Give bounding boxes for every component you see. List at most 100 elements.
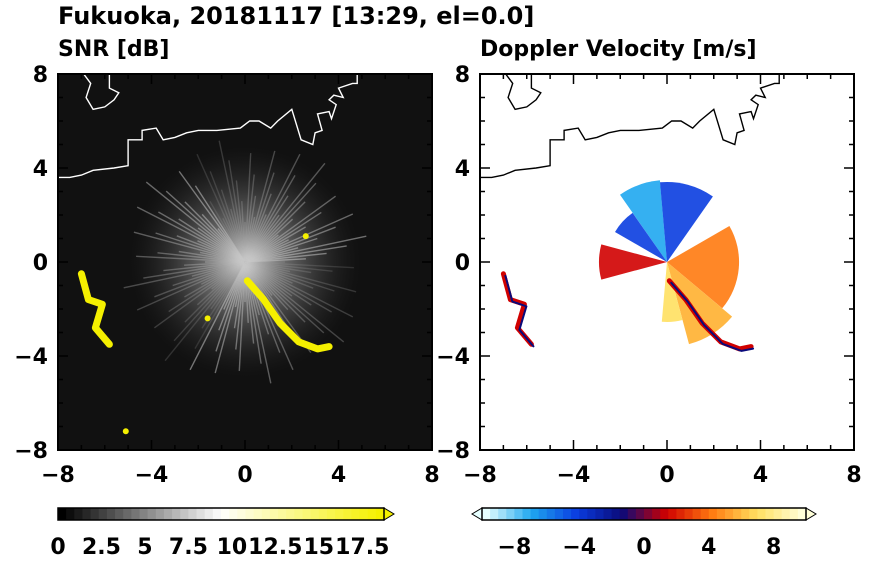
doppler-colorbar-segment bbox=[765, 508, 775, 520]
doppler-x-tick-label: −4 bbox=[557, 463, 591, 488]
snr-colorbar-tick-label: 17.5 bbox=[335, 535, 389, 560]
snr-streak bbox=[244, 153, 301, 263]
snr-streak bbox=[244, 261, 249, 323]
snr-streak bbox=[196, 153, 246, 263]
snr-streak bbox=[244, 201, 306, 263]
doppler-sector-receding-south bbox=[661, 262, 683, 323]
snr-streak bbox=[244, 261, 312, 306]
snr-streak bbox=[211, 261, 246, 290]
snr-colorbar-segment bbox=[359, 508, 369, 520]
snr-streak bbox=[244, 261, 294, 371]
snr-streak bbox=[244, 261, 255, 344]
snr-colorbar-segment bbox=[115, 508, 124, 520]
doppler-plot-area bbox=[480, 74, 780, 352]
snr-y-tick-label: 4 bbox=[33, 157, 48, 182]
doppler-colorbar-segment bbox=[522, 508, 532, 520]
doppler-colorbar-segment bbox=[587, 508, 596, 520]
snr-colorbar-segment bbox=[237, 508, 246, 520]
snr-streak bbox=[244, 261, 354, 318]
doppler-colorbar-segment bbox=[716, 508, 726, 520]
snr-colorbar-tick-label: 12.5 bbox=[248, 535, 302, 560]
snr-streak bbox=[194, 261, 246, 349]
snr-streak bbox=[178, 170, 246, 263]
doppler-colorbar-segment bbox=[781, 508, 791, 520]
snr-colorbar-segment bbox=[343, 508, 352, 520]
doppler-colorbar-segment bbox=[563, 508, 572, 520]
snr-streak bbox=[234, 261, 246, 308]
snr-streak bbox=[244, 261, 293, 297]
snr-streak bbox=[244, 214, 267, 263]
doppler-colorbar-tick-label: −4 bbox=[562, 535, 596, 560]
snr-streak bbox=[244, 261, 354, 269]
snr-streak bbox=[218, 140, 246, 263]
doppler-colorbar-segment bbox=[725, 508, 734, 520]
snr-streak bbox=[209, 171, 246, 263]
doppler-colorbar-segment bbox=[514, 508, 523, 520]
snr-colorbar-tick-label: 7.5 bbox=[169, 535, 208, 560]
snr-streak bbox=[244, 226, 306, 263]
snr-y-tick-label: 8 bbox=[33, 63, 48, 88]
doppler-colorbar-segment bbox=[789, 508, 799, 520]
doppler-panel: −8 −4 0 4 8 −8 −4 0 4 8 bbox=[436, 63, 861, 488]
snr-colorbar: 0 2.5 5 7.5 10 12.5 15 17.5 bbox=[50, 507, 395, 560]
snr-streak bbox=[244, 162, 326, 263]
doppler-colorbar-segment bbox=[482, 508, 491, 520]
snr-streak bbox=[233, 261, 246, 329]
doppler-y-tick-label: −4 bbox=[436, 345, 470, 370]
doppler-colorbar-segment bbox=[554, 508, 564, 520]
snr-colorbar-segment bbox=[375, 508, 385, 520]
doppler-tick-marks bbox=[479, 73, 855, 451]
doppler-colorbar-segment bbox=[627, 508, 637, 520]
snr-streak bbox=[244, 261, 281, 353]
snr-colorbar-segment bbox=[163, 508, 173, 520]
snr-colorbar-frame bbox=[57, 507, 385, 521]
doppler-colorbar-extend-max bbox=[805, 507, 817, 521]
snr-colorbar-tick-label: 2.5 bbox=[82, 535, 121, 560]
snr-streak bbox=[168, 261, 246, 313]
snr-streak bbox=[244, 195, 337, 263]
snr-streak bbox=[244, 261, 312, 274]
snr-streak bbox=[244, 211, 322, 263]
snr-streak bbox=[200, 261, 246, 285]
right-panel-title: Doppler Velocity [m/s] bbox=[480, 37, 757, 62]
snr-streak bbox=[244, 261, 291, 273]
snr-streak bbox=[244, 234, 279, 263]
snr-colorbar-segment bbox=[335, 508, 344, 520]
snr-colorbar-segment bbox=[278, 508, 287, 520]
doppler-colorbar-segment bbox=[797, 508, 807, 520]
doppler-sector-receding-west bbox=[598, 244, 667, 280]
snr-x-tick-label: −8 bbox=[41, 463, 75, 488]
doppler-colorbar-segment bbox=[603, 508, 613, 520]
doppler-colorbar-segment bbox=[660, 508, 669, 520]
snr-streak bbox=[244, 261, 289, 311]
snr-colorbar-segment bbox=[74, 508, 83, 520]
snr-streak bbox=[191, 261, 246, 277]
snr-colorbar-segment bbox=[139, 508, 149, 520]
doppler-colorbar-segment bbox=[595, 508, 604, 520]
snr-streak bbox=[158, 211, 246, 263]
snr-streak bbox=[153, 261, 246, 329]
snr-streak bbox=[136, 255, 246, 263]
snr-streak bbox=[244, 261, 332, 313]
snr-streak bbox=[244, 261, 345, 343]
snr-colorbar-segment bbox=[302, 508, 312, 520]
snr-colorbar-segment bbox=[58, 508, 67, 520]
doppler-colorbar-segment bbox=[490, 508, 499, 520]
doppler-colorbar-tick-label: 0 bbox=[636, 535, 651, 560]
snr-colorbar-segment bbox=[123, 508, 132, 520]
snr-streak bbox=[215, 261, 246, 352]
snr-streak bbox=[165, 190, 246, 263]
snr-streak bbox=[244, 261, 357, 293]
snr-streak bbox=[244, 150, 276, 263]
snr-streak bbox=[244, 195, 257, 263]
snr-y-tick-label: −8 bbox=[14, 439, 48, 464]
snr-streak bbox=[244, 213, 354, 263]
snr-streak bbox=[244, 175, 296, 263]
doppler-y-tick-label: 8 bbox=[455, 63, 470, 88]
snr-colorbar-segment bbox=[196, 508, 206, 520]
snr-streak bbox=[244, 153, 252, 263]
snr-streak bbox=[244, 261, 273, 296]
snr-colorbar-tick-label: 5 bbox=[137, 535, 152, 560]
snr-coastline-north bbox=[83, 74, 120, 111]
